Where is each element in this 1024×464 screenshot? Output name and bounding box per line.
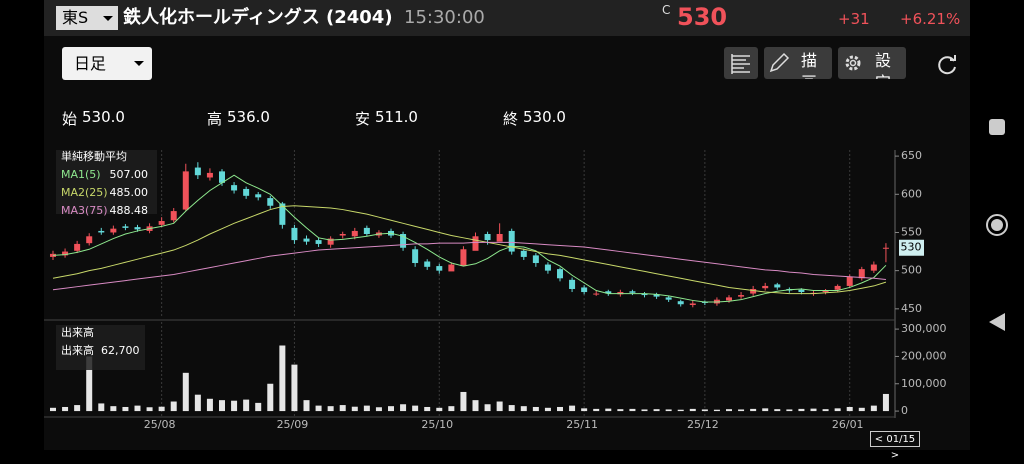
ohlc-open-label: 始 [62, 110, 78, 128]
legend-value: 485.00 [110, 186, 149, 199]
ma-legend [56, 150, 157, 214]
nav-back[interactable] [989, 313, 1005, 331]
pencil [769, 52, 790, 73]
ohlc-close-label: 終 [503, 110, 519, 128]
settings-button[interactable]: 設定 [838, 47, 906, 79]
price: 530 [677, 3, 728, 31]
market-text: 東S [62, 8, 89, 27]
time: 15:30:00 [404, 7, 485, 28]
period-select[interactable]: 日足 [62, 47, 152, 80]
gear [845, 55, 861, 71]
market-select[interactable]: 東S [56, 6, 118, 30]
legend-value: 507.00 [110, 168, 149, 181]
legend-value: 488.48 [110, 204, 149, 217]
ohlc-open: 530.0 [82, 108, 125, 126]
refresh-arc [938, 56, 956, 75]
nav-home[interactable] [991, 219, 1003, 231]
draw-button[interactable]: 描画 [764, 47, 832, 79]
price-tag [899, 239, 924, 256]
refresh-arrow [950, 55, 956, 61]
period-text: 日足 [74, 54, 107, 73]
legend-name: MA1(5) [61, 168, 101, 181]
volume-legend [56, 325, 145, 370]
volume-title: 出来高 [61, 325, 94, 339]
dropdown-arrow [134, 61, 144, 71]
stock-name: 鉄人化ホールディングス (2404) [123, 7, 393, 28]
draw-text: 描画 [801, 51, 818, 79]
nav-home-ring[interactable] [986, 214, 1008, 236]
nav-recent[interactable] [989, 119, 1005, 135]
legend-title: 単純移動平均 [61, 149, 127, 163]
close-mark: C [662, 3, 671, 17]
page: 東S 鉄人化ホールディングス (2404) 15:30:00 C 530 +31… [44, 0, 1008, 461]
price-tag-label: 530 [901, 241, 922, 254]
date-nav[interactable]: < 01/15 > [870, 431, 920, 461]
gear-icon [845, 55, 861, 71]
nav-bar [986, 119, 1008, 331]
ohlc-close: 530.0 [523, 108, 566, 126]
ohlc-high: 536.0 [227, 108, 270, 126]
settings-text: 設定 [875, 51, 892, 79]
ohlc-high-label: 高 [207, 110, 223, 128]
legend-name: MA2(25) [61, 186, 108, 199]
dropdown-arrow [103, 16, 113, 26]
legend-name: MA3(75) [61, 204, 108, 217]
gear-hole [849, 59, 857, 67]
list-icon [731, 54, 750, 74]
volume-legend-value: 62,700 [101, 344, 140, 357]
change: +31 [838, 10, 870, 28]
indicator-button[interactable] [724, 47, 758, 79]
volume-legend-label: 出来高 [61, 343, 94, 357]
ohlc-low: 511.0 [375, 108, 418, 126]
pencil-icon [769, 52, 790, 73]
list-lines [731, 54, 750, 74]
ohlc-low-label: 安 [355, 110, 371, 128]
change-pct: +6.21% [900, 10, 961, 28]
refresh-button[interactable] [932, 49, 962, 79]
header-bar [44, 0, 970, 36]
